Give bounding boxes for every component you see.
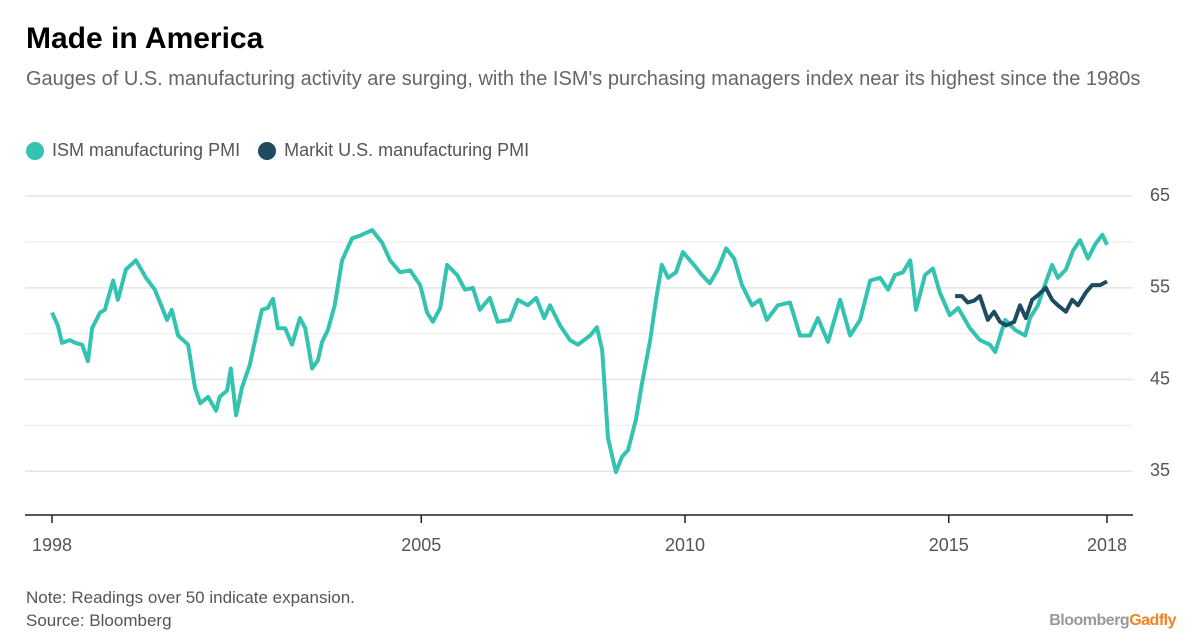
legend-swatch: [258, 141, 277, 160]
legend-label: Markit U.S. manufacturing PMI: [284, 140, 530, 160]
x-tick-label: 2010: [665, 535, 705, 555]
brand-part: Gadfly: [1129, 612, 1176, 629]
y-tick-label: 65: [1150, 185, 1170, 205]
x-tick-label: 1998: [32, 535, 72, 555]
chart-title: Made in America: [26, 22, 264, 55]
legend-item: ISM manufacturing PMI: [26, 140, 240, 161]
y-tick-label: 45: [1150, 368, 1170, 388]
legend-label: ISM manufacturing PMI: [52, 140, 241, 160]
series-line: [955, 279, 1108, 328]
legend: ISM manufacturing PMI Markit U.S. manufac…: [26, 140, 529, 161]
note: Note: Readings over 50 indicate expansio…: [26, 588, 355, 607]
y-tick-label: 35: [1150, 460, 1170, 480]
legend-swatch: [26, 141, 44, 160]
brand: BloombergGadfly: [1049, 612, 1176, 630]
x-tick-label: 2005: [401, 535, 441, 555]
source: Source: Bloomberg: [26, 611, 172, 630]
series-line: [50, 228, 1109, 475]
x-tick-label: 2015: [929, 535, 969, 555]
chart-subtitle: Gauges of U.S. manufacturing activity ar…: [26, 68, 1141, 90]
x-tick-label: 2018: [1087, 535, 1127, 555]
brand-part: Bloomberg: [1049, 612, 1130, 629]
legend-item: Markit U.S. manufacturing PMI: [258, 140, 529, 161]
y-tick-label: 55: [1150, 277, 1170, 297]
